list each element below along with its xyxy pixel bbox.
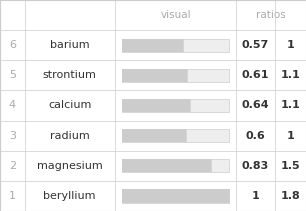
Text: 5: 5: [9, 70, 16, 80]
Bar: [122, 129, 229, 142]
Text: 1.5: 1.5: [280, 161, 300, 171]
Text: 4: 4: [9, 100, 16, 111]
Text: 1: 1: [9, 191, 16, 201]
Text: 0.61: 0.61: [242, 70, 269, 80]
Text: beryllium: beryllium: [43, 191, 96, 201]
Bar: [122, 99, 229, 112]
Text: strontium: strontium: [43, 70, 97, 80]
Text: 2: 2: [9, 161, 16, 171]
Text: visual: visual: [160, 10, 191, 20]
Text: magnesium: magnesium: [37, 161, 103, 171]
Text: ratios: ratios: [256, 10, 286, 20]
Text: 0.64: 0.64: [241, 100, 269, 111]
Bar: [122, 129, 186, 142]
Bar: [122, 159, 211, 172]
Bar: [122, 39, 183, 52]
Text: 1: 1: [286, 131, 294, 141]
Text: 1.1: 1.1: [280, 100, 300, 111]
Text: 1.1: 1.1: [280, 70, 300, 80]
Bar: [122, 69, 229, 82]
Bar: [122, 189, 229, 203]
Text: 6: 6: [9, 40, 16, 50]
Text: 1: 1: [252, 191, 259, 201]
Text: 3: 3: [9, 131, 16, 141]
Bar: [122, 99, 190, 112]
Text: barium: barium: [50, 40, 90, 50]
Text: 0.57: 0.57: [242, 40, 269, 50]
Text: 1: 1: [286, 40, 294, 50]
Bar: [122, 189, 229, 203]
Text: 1.8: 1.8: [280, 191, 300, 201]
Bar: [122, 69, 187, 82]
Text: radium: radium: [50, 131, 90, 141]
Bar: [122, 159, 229, 172]
Text: 0.6: 0.6: [245, 131, 265, 141]
Text: calcium: calcium: [48, 100, 91, 111]
Text: 0.83: 0.83: [242, 161, 269, 171]
Bar: [122, 39, 229, 52]
